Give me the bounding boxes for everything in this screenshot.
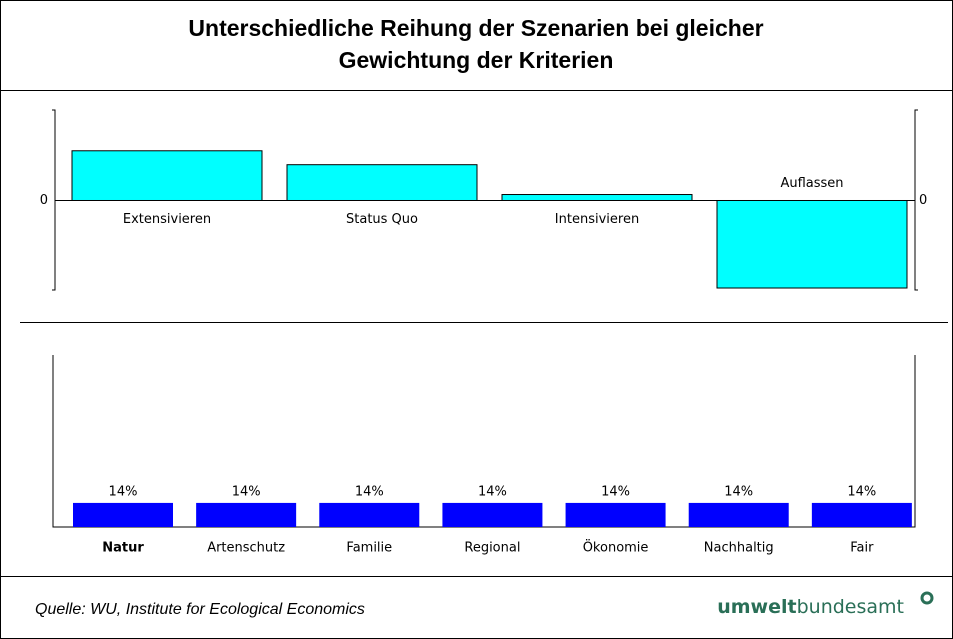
bar xyxy=(71,150,263,201)
value-label: 14% xyxy=(724,484,753,499)
category-label: Status Quo xyxy=(346,212,418,227)
category-label: Auflassen xyxy=(780,176,843,191)
logo-rest: bundesamt xyxy=(797,596,904,618)
bar xyxy=(286,164,478,201)
category-label: Intensivieren xyxy=(555,212,639,227)
bar xyxy=(319,502,420,527)
axis-bracket xyxy=(914,109,918,291)
y-tick-label: 0 xyxy=(40,193,48,208)
category-label: Ökonomie xyxy=(583,539,649,556)
title-line: Unterschiedliche Reihung der Szenarien b… xyxy=(188,15,763,41)
bar xyxy=(565,502,666,527)
category-label: Regional xyxy=(464,541,520,556)
y-tick-label: 0 xyxy=(919,193,927,208)
category-label: Artenschutz xyxy=(207,541,285,556)
category-label: Natur xyxy=(102,541,144,556)
category-label: Familie xyxy=(346,541,392,556)
bar xyxy=(501,194,693,201)
source: Quelle: WU, Institute for Ecological Eco… xyxy=(35,601,365,618)
bar xyxy=(716,199,908,289)
value-label: 14% xyxy=(478,484,507,499)
axis xyxy=(52,355,916,528)
axis-bracket xyxy=(52,109,56,291)
logo-mark xyxy=(920,591,934,605)
title-line: Gewichtung der Kriterien xyxy=(339,47,614,73)
bar xyxy=(688,502,789,527)
value-label: 14% xyxy=(232,484,261,499)
bar xyxy=(442,502,543,527)
value-label: 14% xyxy=(355,484,384,499)
logo: umweltbundesamt xyxy=(717,596,904,618)
category-label: Extensivieren xyxy=(123,212,211,227)
logo-bold: umwelt xyxy=(717,596,796,618)
category-label: Nachhaltig xyxy=(704,541,774,556)
bar xyxy=(196,502,297,527)
bar xyxy=(73,502,173,527)
value-label: 14% xyxy=(847,484,876,499)
category-label: Fair xyxy=(850,541,874,556)
bar xyxy=(811,502,912,527)
value-label: 14% xyxy=(601,484,630,499)
value-label: 14% xyxy=(109,484,138,499)
